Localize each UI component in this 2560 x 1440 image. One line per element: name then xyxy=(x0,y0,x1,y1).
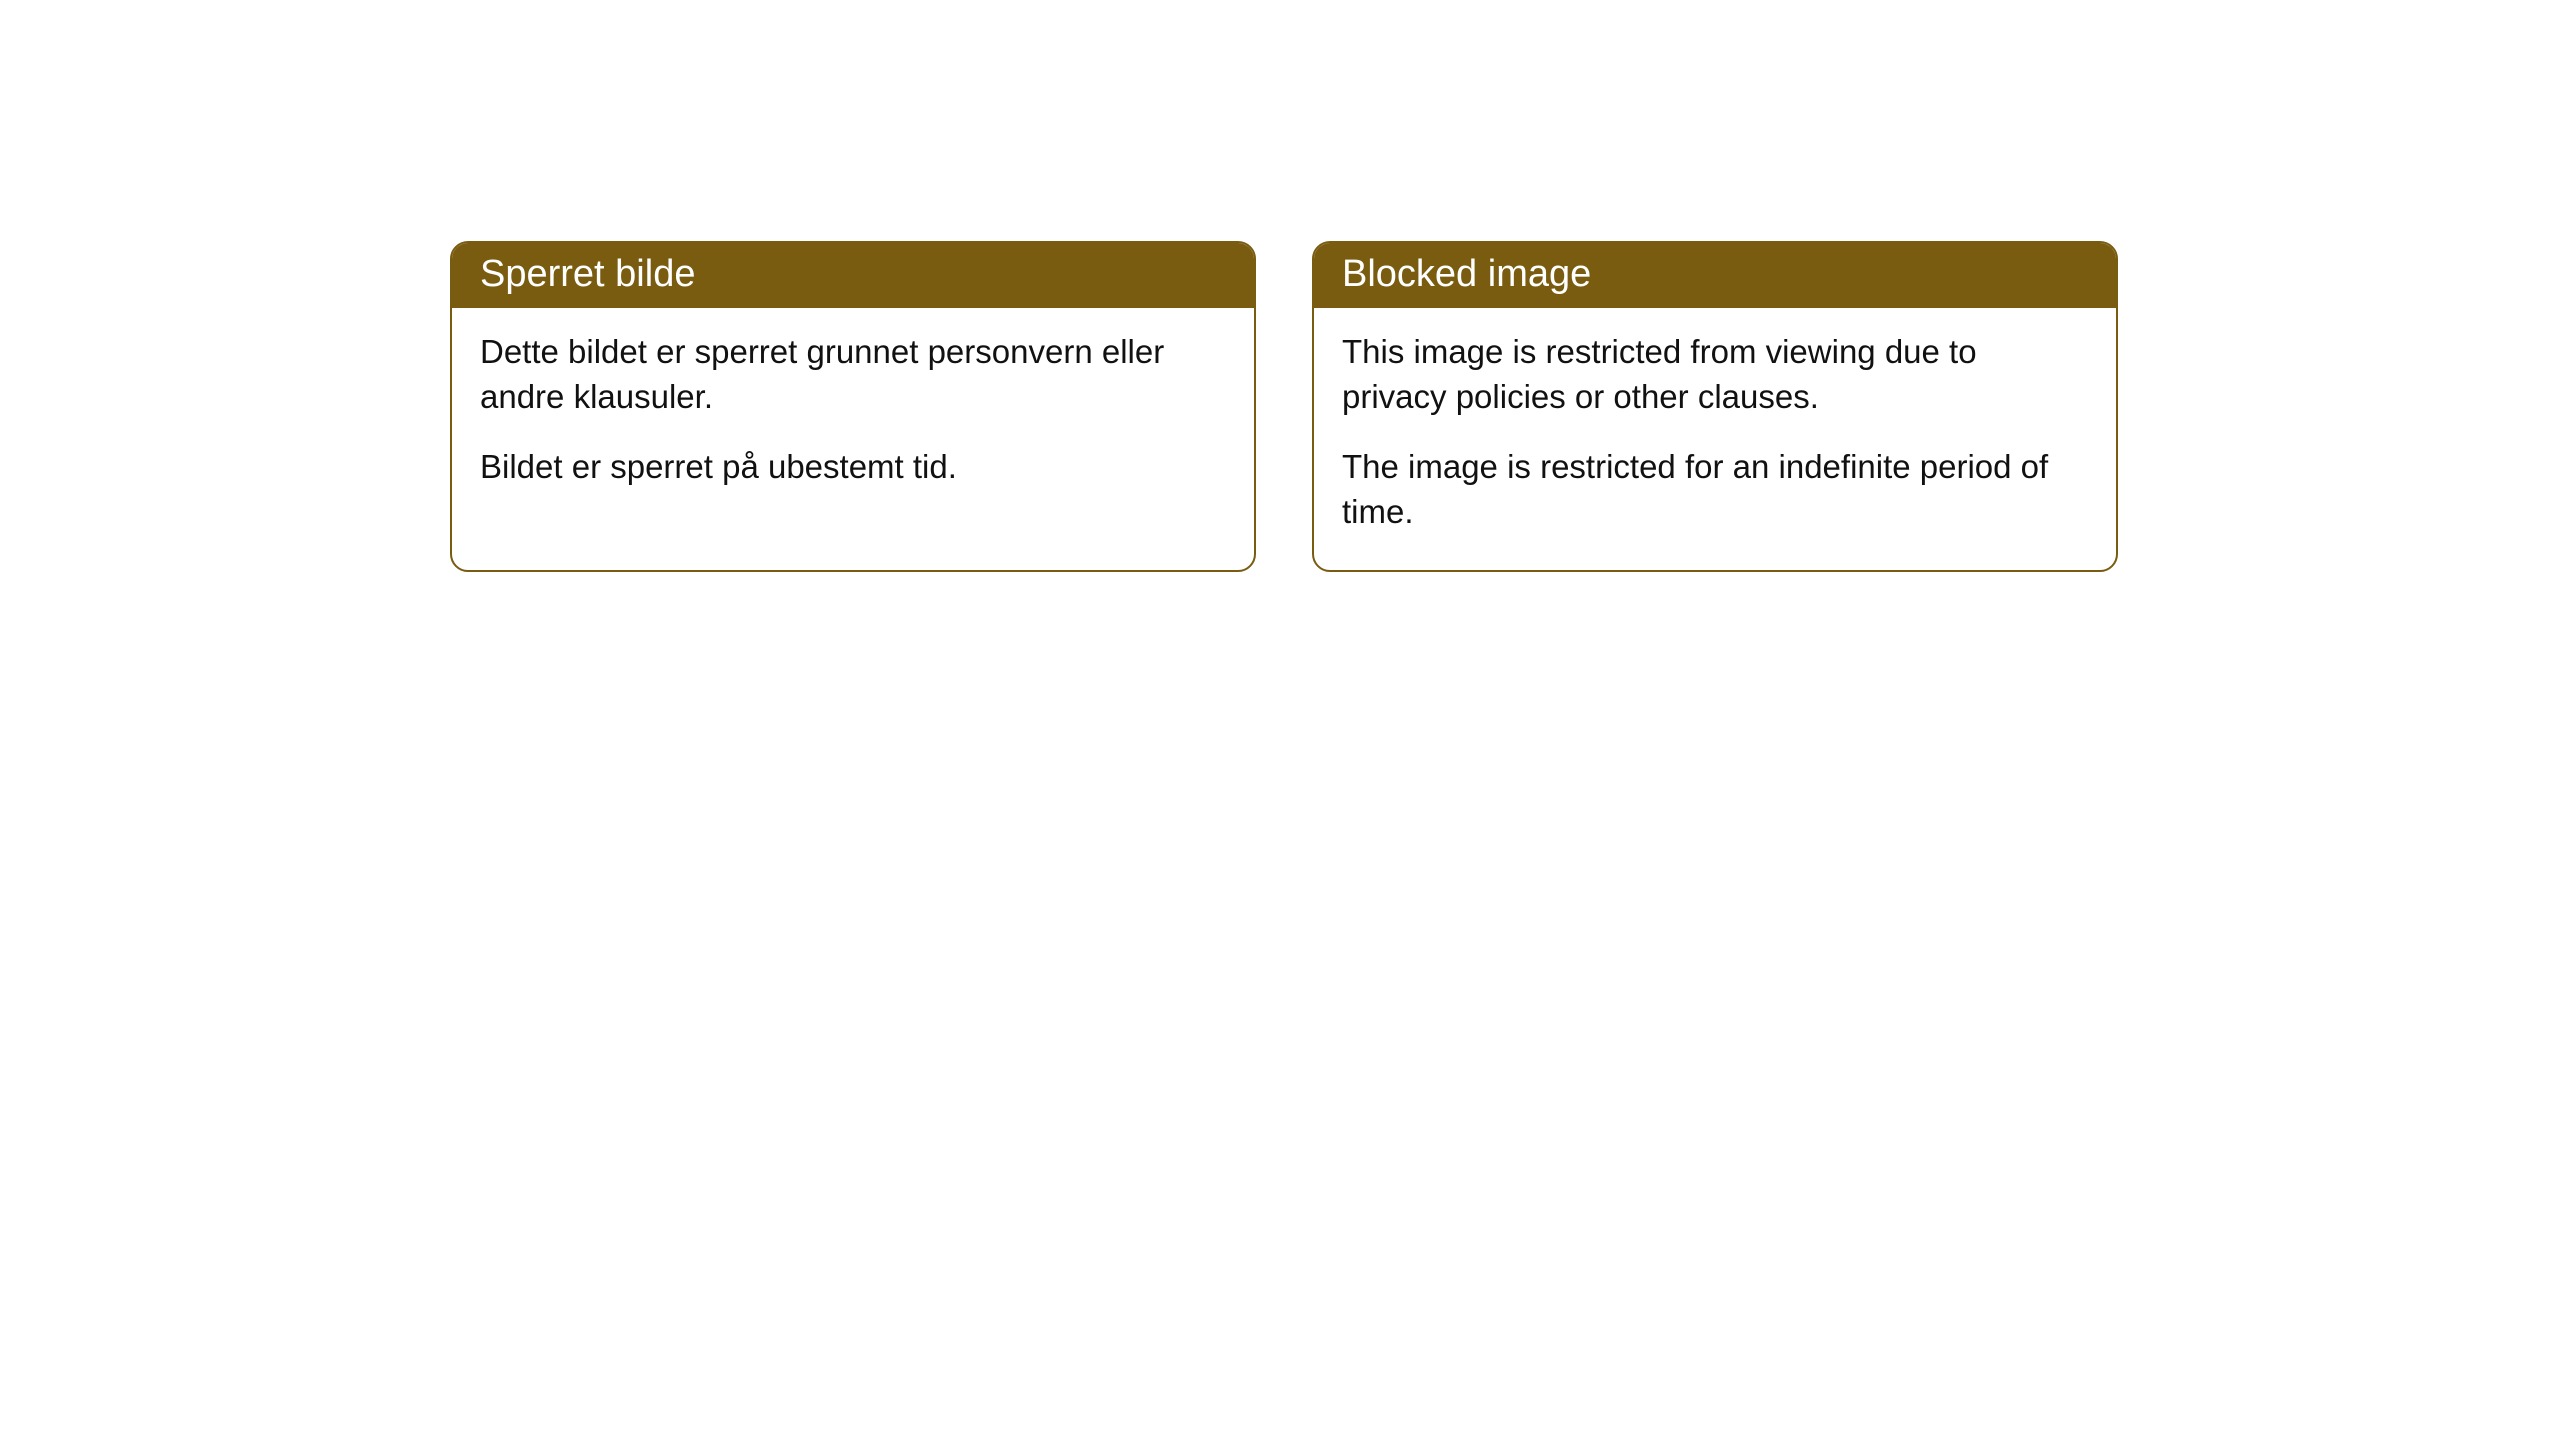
card-paragraph: The image is restricted for an indefinit… xyxy=(1342,445,2088,534)
card-header: Blocked image xyxy=(1314,243,2116,308)
card-header: Sperret bilde xyxy=(452,243,1254,308)
card-title: Sperret bilde xyxy=(480,253,695,295)
notice-card-norwegian: Sperret bilde Dette bildet er sperret gr… xyxy=(450,241,1256,572)
card-paragraph: Bildet er sperret på ubestemt tid. xyxy=(480,445,1226,490)
card-paragraph: This image is restricted from viewing du… xyxy=(1342,330,2088,419)
notice-cards-container: Sperret bilde Dette bildet er sperret gr… xyxy=(450,241,2118,572)
card-paragraph: Dette bildet er sperret grunnet personve… xyxy=(480,330,1226,419)
card-body: This image is restricted from viewing du… xyxy=(1314,308,2116,570)
card-title: Blocked image xyxy=(1342,253,1591,295)
notice-card-english: Blocked image This image is restricted f… xyxy=(1312,241,2118,572)
card-body: Dette bildet er sperret grunnet personve… xyxy=(452,308,1254,526)
